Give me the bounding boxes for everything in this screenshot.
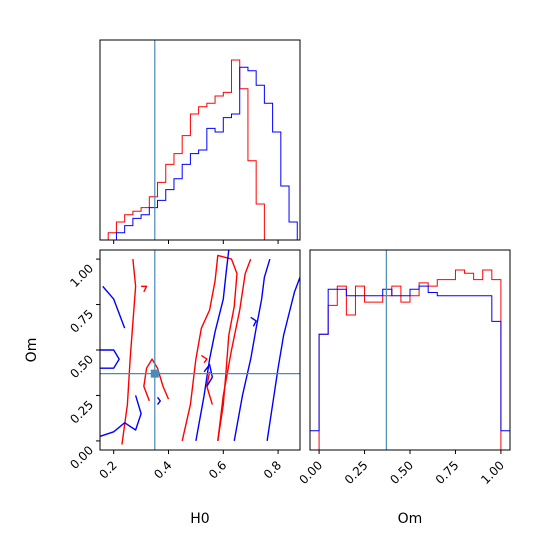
x-tick-label-om-1: 0.25 [342,458,371,487]
y-axis-label-om: Om [24,338,40,363]
hist-h0-panel [99,39,301,244]
hist-h0-red-series [100,59,298,241]
contour-blue-14 [203,363,214,387]
contour-red-1 [181,254,238,442]
y-tick-label-om-2: 0.50 [67,352,96,381]
contour-blue-8 [100,395,142,438]
x-tick-label-om-3: 0.75 [433,458,462,487]
hist-om-blue-series [309,285,511,450]
hist-om-panel: 0.00 0.25 0.50 0.75 1.00 [296,249,511,487]
x-tick-label-h0-0: 0.2 [96,458,119,481]
contour-blue-11 [233,258,271,442]
contour-blue-9 [102,285,126,329]
contour-blue-12 [266,277,300,442]
hist-h0-frame [99,39,301,241]
x-tick-label-h0-2: 0.6 [206,458,229,481]
contour-blue-10 [195,250,230,442]
y-tick-label-om-3: 0.75 [67,307,96,336]
contour-red-4 [141,285,148,293]
hist-om-red-series [310,269,510,451]
x-tick-label-om-2: 0.50 [387,458,416,487]
contour-red-0 [143,358,170,402]
contour-layer [100,250,300,445]
x-axis-label-om: Om [398,511,423,527]
x-tick-label-om-0: 0.00 [296,458,325,487]
contour-blue-7 [100,349,120,369]
contour-red-5 [200,354,208,364]
x-tick-label-h0-3: 0.8 [261,458,284,481]
x-tick-label-h0-1: 0.4 [151,458,174,481]
contour-blue-13 [250,316,257,327]
y-tick-label-om-1: 0.25 [67,398,96,427]
x-axis-label-h0: H0 [190,511,209,527]
contour-h0-om-panel: 0.2 0.4 0.6 0.8 0.00 0.25 0.50 0.75 1.00 [67,249,301,482]
contour-blue-15 [156,396,161,405]
contour-red-3 [121,259,137,445]
contour-frame [99,249,301,451]
x-tick-label-om-4: 1.00 [478,458,507,487]
truth-marker [150,369,159,378]
contour-red-2 [217,258,252,441]
y-tick-label-om-4: 1.00 [67,261,96,290]
hist-om-frame [309,249,511,451]
y-tick-label-om-0: 0.00 [67,443,96,472]
hist-h0-blue-series [100,66,298,241]
